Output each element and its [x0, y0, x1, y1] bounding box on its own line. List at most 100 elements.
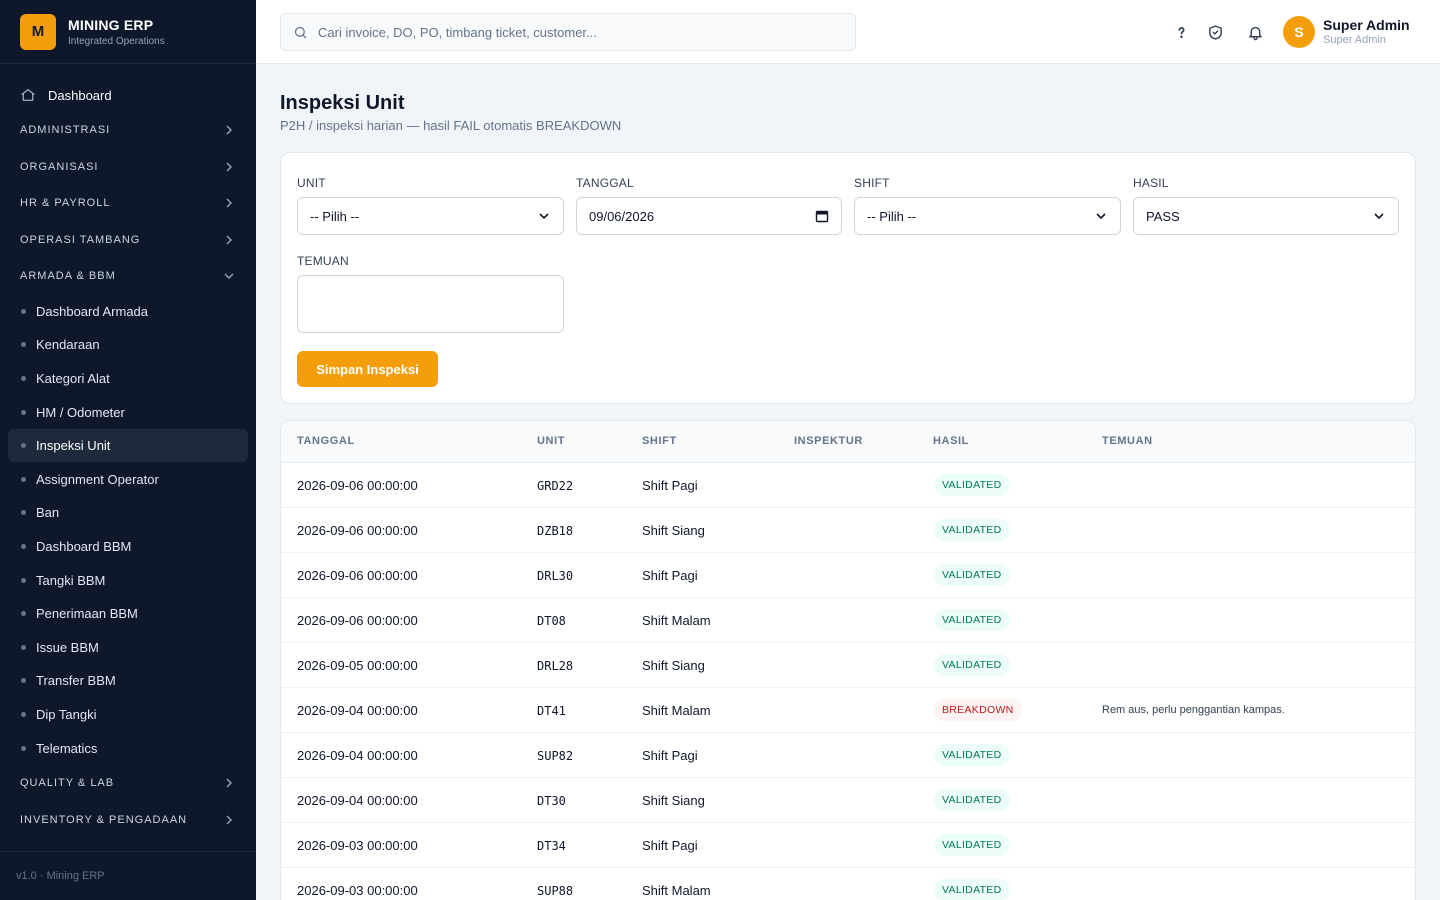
sidebar-item-kendaraan[interactable]: Kendaraan: [8, 328, 248, 362]
brand[interactable]: M MINING ERP Integrated Operations: [0, 0, 256, 64]
cell-unit: DT30: [537, 794, 566, 808]
sidebar-item-kategori-alat[interactable]: Kategori Alat: [8, 362, 248, 396]
sidebar-item-dashboard-bbm[interactable]: Dashboard BBM: [8, 530, 248, 564]
cell-unit: SUP82: [537, 749, 574, 763]
table-row[interactable]: 2026-09-06 00:00:00 DZB18 Shift Siang VA…: [281, 508, 1415, 553]
sidebar-item-label: Dip Tangki: [36, 706, 97, 722]
sidebar-item-dashboard[interactable]: Dashboard: [0, 78, 256, 112]
avatar[interactable]: S: [1283, 16, 1315, 48]
column-header-hasil: HASIL: [933, 435, 969, 447]
sidebar-item-assignment-operator[interactable]: Assignment Operator: [8, 462, 248, 496]
sidebar-section-label: HR & PAYROLL: [20, 197, 111, 210]
temuan-label: TEMUAN: [297, 254, 349, 268]
unit-select[interactable]: -- Pilih --: [297, 197, 564, 235]
cell-tanggal: 2026-09-03 00:00:00: [297, 838, 418, 853]
sidebar-section-label: INVENTORY & PENGADAAN: [20, 813, 188, 826]
sidebar-footer: v1.0 · Mining ERP: [0, 851, 256, 900]
table-row[interactable]: 2026-09-05 00:00:00 DRL28 Shift Siang VA…: [281, 643, 1415, 688]
table-row[interactable]: 2026-09-04 00:00:00 DT41 Shift Malam BRE…: [281, 688, 1415, 733]
chevron-right-icon: [226, 162, 232, 172]
user-name[interactable]: Super Admin: [1323, 17, 1410, 33]
cell-shift: Shift Malam: [642, 613, 711, 628]
sidebar-item-dip-tangki[interactable]: Dip Tangki: [8, 698, 248, 732]
sidebar-item-issue-bbm[interactable]: Issue BBM: [8, 630, 248, 664]
home-icon: [21, 89, 35, 101]
sidebar-item-penerimaan-bbm[interactable]: Penerimaan BBM: [8, 597, 248, 631]
sidebar-item-ban[interactable]: Ban: [8, 496, 248, 530]
table-row[interactable]: 2026-09-06 00:00:00 DT08 Shift Malam VAL…: [281, 598, 1415, 643]
calendar-icon[interactable]: [815, 209, 829, 223]
unit-select-value: -- Pilih --: [310, 208, 360, 224]
sidebar-section-armada-bbm[interactable]: ARMADA & BBM: [0, 258, 256, 295]
sidebar-item-label: Dashboard BBM: [36, 538, 132, 554]
sidebar-item-label: Telematics: [36, 740, 98, 756]
temuan-textarea[interactable]: [297, 275, 564, 333]
cell-tanggal: 2026-09-06 00:00:00: [297, 523, 418, 538]
cell-tanggal: 2026-09-04 00:00:00: [297, 703, 418, 718]
cell-unit: DRL30: [537, 569, 574, 583]
sidebar-item-transfer-bbm[interactable]: Transfer BBM: [8, 664, 248, 698]
sidebar-item-label: Dashboard Armada: [36, 303, 149, 319]
table-row[interactable]: 2026-09-06 00:00:00 DRL30 Shift Pagi VAL…: [281, 553, 1415, 598]
cell-shift: Shift Pagi: [642, 748, 698, 763]
sidebar-item-label: HM / Odometer: [36, 404, 125, 420]
hasil-select[interactable]: PASS: [1133, 197, 1399, 235]
cell-tanggal: 2026-09-04 00:00:00: [297, 793, 418, 808]
table-row[interactable]: 2026-09-04 00:00:00 SUP82 Shift Pagi VAL…: [281, 733, 1415, 778]
cell-unit: DZB18: [537, 524, 574, 538]
sidebar-section-quality-lab[interactable]: QUALITY & LAB: [0, 765, 256, 802]
help-icon[interactable]: [1171, 22, 1191, 42]
save-inspection-button[interactable]: Simpan Inspeksi: [297, 351, 438, 387]
table-row[interactable]: 2026-09-03 00:00:00 DT34 Shift Pagi VALI…: [281, 823, 1415, 868]
sidebar-section-organisasi[interactable]: ORGANISASI: [0, 149, 256, 186]
status-badge: VALIDATED: [934, 564, 1010, 586]
sidebar-item-label: Transfer BBM: [36, 673, 116, 689]
sidebar-section-hr-payroll[interactable]: HR & PAYROLL: [0, 185, 256, 222]
cell-shift: Shift Siang: [642, 658, 705, 673]
status-badge: VALIDATED: [934, 654, 1010, 676]
chevron-right-icon: [226, 815, 232, 825]
chevron-down-icon: [539, 213, 549, 220]
sidebar-item-label: Inspeksi Unit: [36, 438, 111, 454]
bullet-icon: [21, 476, 26, 482]
sidebar-item-label: Penerimaan BBM: [36, 606, 138, 622]
cell-tanggal: 2026-09-06 00:00:00: [297, 613, 418, 628]
status-badge: VALIDATED: [934, 834, 1010, 856]
table-row[interactable]: 2026-09-03 00:00:00 SUP88 Shift Malam VA…: [281, 868, 1415, 900]
table-row[interactable]: 2026-09-06 00:00:00 GRD22 Shift Pagi VAL…: [281, 463, 1415, 508]
sidebar-item-hm-odometer[interactable]: HM / Odometer: [8, 395, 248, 429]
bullet-icon: [21, 644, 26, 650]
search-box[interactable]: [280, 13, 856, 51]
table-row[interactable]: 2026-09-04 00:00:00 DT30 Shift Siang VAL…: [281, 778, 1415, 823]
status-badge: VALIDATED: [934, 609, 1010, 631]
shift-label: SHIFT: [854, 176, 890, 190]
chevron-right-icon: [226, 778, 232, 788]
table-header: TANGGAL UNIT SHIFT INSPEKTUR HASIL TEMUA…: [281, 421, 1415, 463]
sidebar-item-telematics[interactable]: Telematics: [8, 731, 248, 765]
sidebar-item-label: Assignment Operator: [36, 471, 159, 487]
chevron-right-icon: [226, 198, 232, 208]
chevron-down-icon: [1096, 213, 1106, 220]
sidebar-item-inspeksi-unit[interactable]: Inspeksi Unit: [8, 428, 248, 463]
cell-tanggal: 2026-09-06 00:00:00: [297, 478, 418, 493]
sidebar-item-dashboard-armada[interactable]: Dashboard Armada: [8, 295, 248, 329]
sidebar-item-label: Issue BBM: [36, 639, 99, 655]
tanggal-date-input[interactable]: 09/06/2026: [576, 197, 842, 235]
sidebar-section-administrasi[interactable]: ADMINISTRASI: [0, 112, 256, 149]
page-title: Inspeksi Unit: [280, 92, 405, 114]
sidebar-section-inventory-pengadaan[interactable]: INVENTORY & PENGADAAN: [0, 801, 256, 838]
cell-tanggal: 2026-09-05 00:00:00: [297, 658, 418, 673]
cell-unit: GRD22: [537, 479, 574, 493]
search-input[interactable]: [318, 24, 838, 40]
sidebar-item-tangki-bbm[interactable]: Tangki BBM: [8, 563, 248, 597]
sidebar-item-label: Kategori Alat: [36, 370, 110, 386]
bell-icon[interactable]: [1245, 22, 1265, 42]
column-header-inspektur: INSPEKTUR: [794, 435, 863, 447]
shield-check-icon[interactable]: [1205, 22, 1225, 42]
shift-select[interactable]: -- Pilih --: [854, 197, 1121, 235]
chevron-right-icon: [226, 125, 232, 135]
sidebar-section-operasi-tambang[interactable]: OPERASI TAMBANG: [0, 222, 256, 259]
brand-subtitle: Integrated Operations: [68, 35, 165, 47]
cell-tanggal: 2026-09-03 00:00:00: [297, 883, 418, 898]
cell-shift: Shift Siang: [642, 523, 705, 538]
